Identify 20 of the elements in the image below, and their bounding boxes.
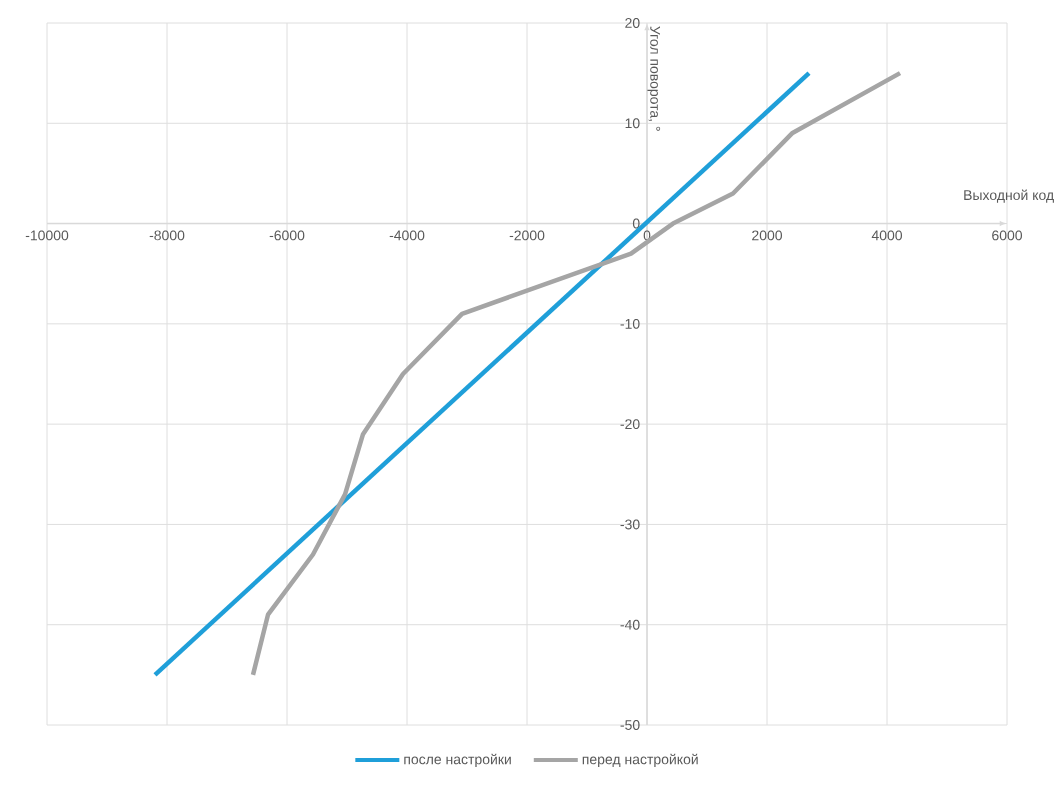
x-tick-label: 4000	[871, 230, 903, 241]
y-tick-label: 10	[625, 118, 640, 129]
y-tick-label: 20	[625, 18, 640, 28]
legend-label: после настройки	[404, 753, 511, 768]
x-axis-title: Выходной код	[964, 189, 1054, 203]
y-tick-label: 0	[632, 218, 640, 229]
y-tick-label: -30	[620, 519, 640, 530]
y-tick-label: -20	[620, 419, 640, 430]
x-tick-label: -2000	[509, 230, 545, 241]
x-tick-label: -6000	[269, 230, 305, 241]
x-tick-label: 2000	[752, 230, 783, 241]
y-tick-label: -10	[620, 318, 640, 329]
y-axis-title: Угол поворота, °	[647, 26, 661, 131]
legend-label: перед настройкой	[582, 753, 698, 768]
x-tick-label: -4000	[389, 230, 425, 241]
x-tick-label: -8000	[149, 230, 185, 241]
x-tick-label: -10000	[25, 230, 69, 241]
y-tick-label: -40	[620, 619, 640, 630]
y-tick-label: -50	[620, 720, 640, 730]
x-tick-label: 6000	[992, 230, 1023, 241]
